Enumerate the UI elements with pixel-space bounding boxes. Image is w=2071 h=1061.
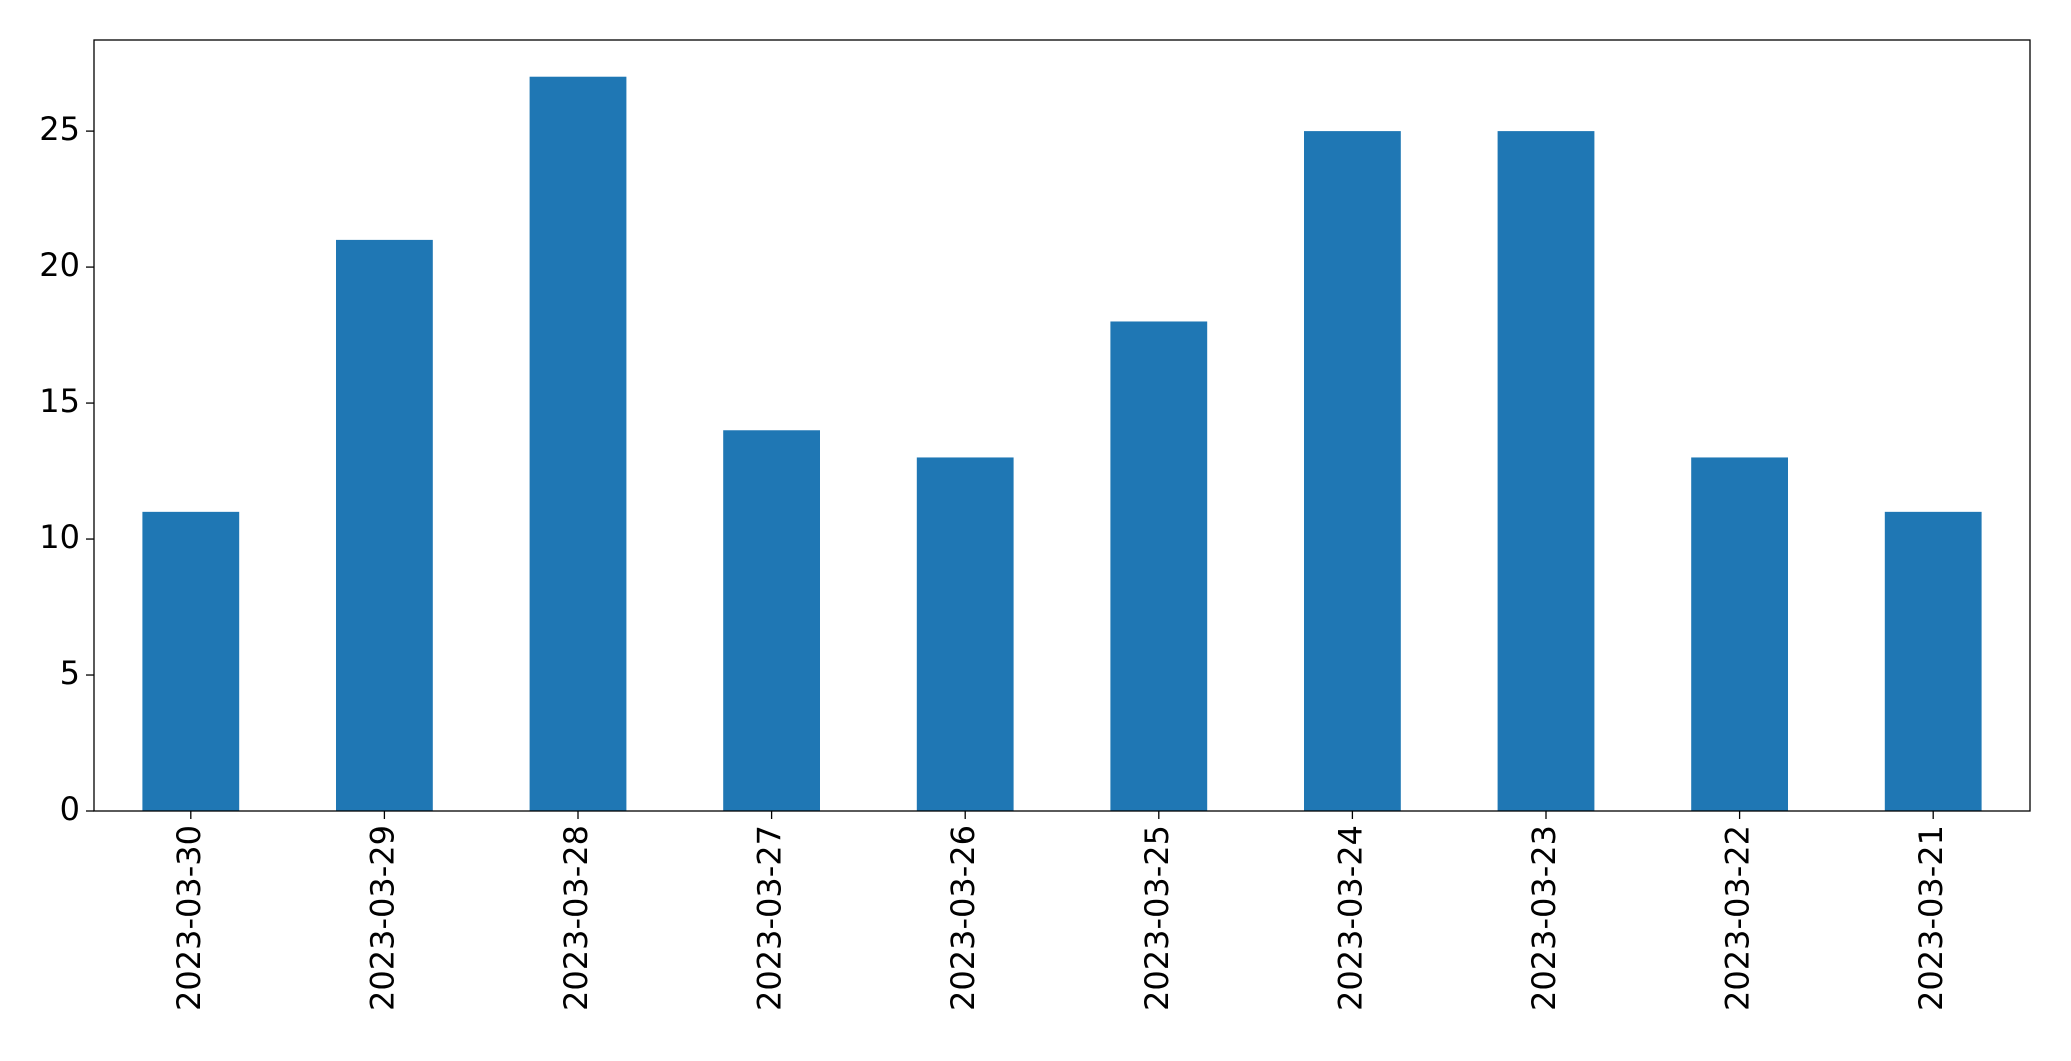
bar: [336, 239, 433, 811]
bar: [1110, 321, 1208, 811]
y-tick-label: 25: [39, 110, 80, 148]
bar: [1497, 131, 1595, 811]
x-tick-label: 2023-03-30: [170, 825, 208, 1011]
y-tick-label: 0: [60, 790, 80, 828]
bar: [723, 430, 820, 811]
x-tick-label: 2023-03-25: [1138, 825, 1176, 1011]
bar: [1884, 511, 1982, 811]
x-tick-label: 2023-03-24: [1331, 825, 1369, 1011]
x-tick-label: 2023-03-22: [1719, 825, 1757, 1011]
x-tick-label: 2023-03-26: [944, 825, 982, 1011]
bar: [142, 511, 240, 811]
x-tick-label: 2023-03-23: [1525, 825, 1563, 1011]
y-tick-label: 15: [39, 382, 80, 420]
bar: [916, 457, 1014, 811]
x-tick-label: 2023-03-27: [751, 825, 789, 1011]
x-tick-label: 2023-03-29: [363, 825, 401, 1011]
bar: [1691, 457, 1788, 811]
bar: [529, 76, 627, 811]
x-tick-label: 2023-03-21: [1912, 825, 1950, 1011]
y-tick-label: 20: [39, 246, 80, 284]
plot-frame: [93, 39, 2031, 812]
x-tick-label: 2023-03-28: [557, 825, 595, 1011]
bar: [1304, 131, 1401, 811]
y-tick-label: 10: [39, 518, 80, 556]
y-tick-label: 5: [60, 654, 80, 692]
